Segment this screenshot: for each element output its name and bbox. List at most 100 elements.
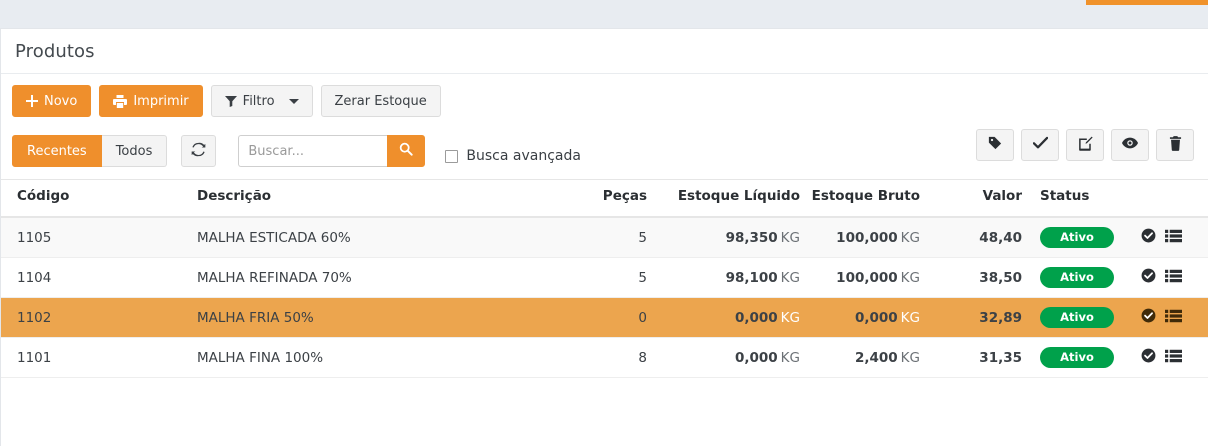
- cell-codigo: 1105: [1, 217, 197, 258]
- status-badge: Ativo: [1040, 307, 1114, 328]
- col-header-codigo[interactable]: Código: [1, 179, 197, 218]
- cell-actions: [1133, 217, 1208, 258]
- cell-estoque-liquido: 98,350 KG: [647, 217, 800, 258]
- card-header: Produtos: [1, 29, 1208, 74]
- cell-codigo: 1101: [1, 337, 197, 378]
- cell-descricao: MALHA ESTICADA 60%: [197, 217, 587, 258]
- cell-status: Ativo: [1040, 217, 1133, 258]
- search-submit-button[interactable]: [387, 135, 426, 167]
- check-circle-icon[interactable]: [1141, 348, 1156, 363]
- primary-toolbar: Novo Imprimir Filtro Zerar Estoque: [1, 74, 1208, 117]
- edit-button[interactable]: [1066, 129, 1104, 161]
- cell-estoque-liquido: 0,000 KG: [647, 297, 800, 338]
- cell-estoque-liquido: 0,000 KG: [647, 337, 800, 378]
- cell-valor: 38,50: [920, 257, 1040, 298]
- tag-button[interactable]: [976, 129, 1014, 161]
- cell-pecas: 8: [587, 337, 647, 378]
- cell-pecas: 5: [587, 257, 647, 298]
- advanced-search-checkbox[interactable]: [445, 149, 459, 163]
- table-row[interactable]: 1105 MALHA ESTICADA 60% 5 98,350 KG 100,000 KG…: [1, 217, 1208, 258]
- approve-button[interactable]: [1021, 129, 1059, 161]
- cell-estoque-bruto: 2,400 KG: [800, 337, 920, 378]
- table-row[interactable]: 1102 MALHA FRIA 50% 0 0,000 KG 0,000 KG 32,89 At…: [1, 297, 1208, 338]
- products-table: Código Descrição Peças Estoque Líquido E…: [1, 179, 1208, 378]
- new-button[interactable]: Novo: [12, 85, 92, 117]
- cell-estoque-bruto: 0,000 KG: [800, 297, 920, 338]
- scope-recentes[interactable]: Recentes: [12, 135, 102, 167]
- col-header-actions: [1133, 179, 1208, 218]
- print-button[interactable]: Imprimir: [99, 85, 203, 117]
- refresh-icon: [191, 142, 206, 161]
- row-action-toolbar: [976, 129, 1194, 161]
- printer-icon: [113, 94, 128, 108]
- eye-icon: [1122, 137, 1138, 153]
- search-input[interactable]: [238, 135, 388, 167]
- plus-icon: [26, 95, 38, 107]
- search-toolbar: Recentes Todos: [1, 117, 1208, 173]
- cell-pecas: 0: [587, 297, 647, 338]
- cell-estoque-bruto: 100,000 KG: [800, 257, 920, 298]
- scope-todos[interactable]: Todos: [101, 135, 168, 167]
- cell-descricao: MALHA REFINADA 70%: [197, 257, 587, 298]
- check-icon: [1032, 136, 1048, 154]
- list-icon[interactable]: [1165, 229, 1182, 243]
- cell-pecas: 5: [587, 217, 647, 258]
- filter-button[interactable]: Filtro: [210, 85, 313, 117]
- search-icon: [399, 142, 414, 160]
- status-badge: Ativo: [1040, 267, 1114, 288]
- advanced-search-label: Busca avançada: [466, 148, 581, 164]
- cell-valor: 48,40: [920, 217, 1040, 258]
- cell-descricao: MALHA FRIA 50%: [197, 297, 587, 338]
- check-circle-icon[interactable]: [1141, 228, 1156, 243]
- view-button[interactable]: [1111, 129, 1149, 161]
- funnel-icon: [224, 95, 237, 107]
- col-header-status[interactable]: Status: [1040, 179, 1133, 218]
- list-icon[interactable]: [1165, 309, 1182, 323]
- cell-valor: 32,89: [920, 297, 1040, 338]
- col-header-estoque-bruto[interactable]: Estoque Bruto: [800, 179, 920, 218]
- col-header-pecas[interactable]: Peças: [587, 179, 647, 218]
- list-icon[interactable]: [1165, 349, 1182, 363]
- table-row[interactable]: 1101 MALHA FINA 100% 8 0,000 KG 2,400 KG 31,35 A…: [1, 337, 1208, 378]
- cell-status: Ativo: [1040, 297, 1133, 338]
- cell-status: Ativo: [1040, 337, 1133, 378]
- reset-stock-button-label: Zerar Estoque: [334, 93, 427, 109]
- cell-actions: [1133, 257, 1208, 298]
- check-circle-icon[interactable]: [1141, 308, 1156, 323]
- cell-actions: [1133, 337, 1208, 378]
- table-head: Código Descrição Peças Estoque Líquido E…: [1, 179, 1208, 218]
- cell-status: Ativo: [1040, 257, 1133, 298]
- cell-codigo: 1102: [1, 297, 197, 338]
- advanced-search-group: Busca avançada: [445, 148, 581, 164]
- check-circle-icon[interactable]: [1141, 268, 1156, 283]
- top-accent-bar: [1086, 0, 1208, 5]
- cell-codigo: 1104: [1, 257, 197, 298]
- new-button-label: Novo: [44, 93, 78, 109]
- cell-descricao: MALHA FINA 100%: [197, 337, 587, 378]
- list-icon[interactable]: [1165, 269, 1182, 283]
- status-badge: Ativo: [1040, 227, 1114, 248]
- print-button-label: Imprimir: [133, 93, 189, 109]
- scope-toggle-group: Recentes Todos: [12, 135, 168, 167]
- table-body: 1105 MALHA ESTICADA 60% 5 98,350 KG 100,000 KG…: [1, 217, 1208, 378]
- table-row[interactable]: 1104 MALHA REFINADA 70% 5 98,100 KG 100,000 KG…: [1, 257, 1208, 298]
- status-badge: Ativo: [1040, 347, 1114, 368]
- produtos-card: Produtos Novo Imprimir Filtro: [0, 28, 1208, 446]
- col-header-descricao[interactable]: Descrição: [197, 179, 587, 218]
- trash-icon: [1169, 135, 1182, 155]
- search-group: [238, 135, 426, 167]
- cell-estoque-bruto: 100,000 KG: [800, 217, 920, 258]
- delete-button[interactable]: [1156, 129, 1194, 161]
- page-title: Produtos: [15, 40, 95, 62]
- col-header-valor[interactable]: Valor: [920, 179, 1040, 218]
- col-header-estoque-liquido[interactable]: Estoque Líquido: [647, 179, 800, 218]
- cell-actions: [1133, 297, 1208, 338]
- reset-stock-button[interactable]: Zerar Estoque: [320, 85, 441, 117]
- caret-down-icon: [288, 98, 299, 104]
- cell-estoque-liquido: 98,100 KG: [647, 257, 800, 298]
- filter-button-label: Filtro: [242, 93, 275, 109]
- edit-square-icon: [1078, 136, 1093, 155]
- tag-icon: [988, 136, 1002, 154]
- table-header-row: Código Descrição Peças Estoque Líquido E…: [1, 179, 1208, 218]
- refresh-button[interactable]: [181, 135, 217, 167]
